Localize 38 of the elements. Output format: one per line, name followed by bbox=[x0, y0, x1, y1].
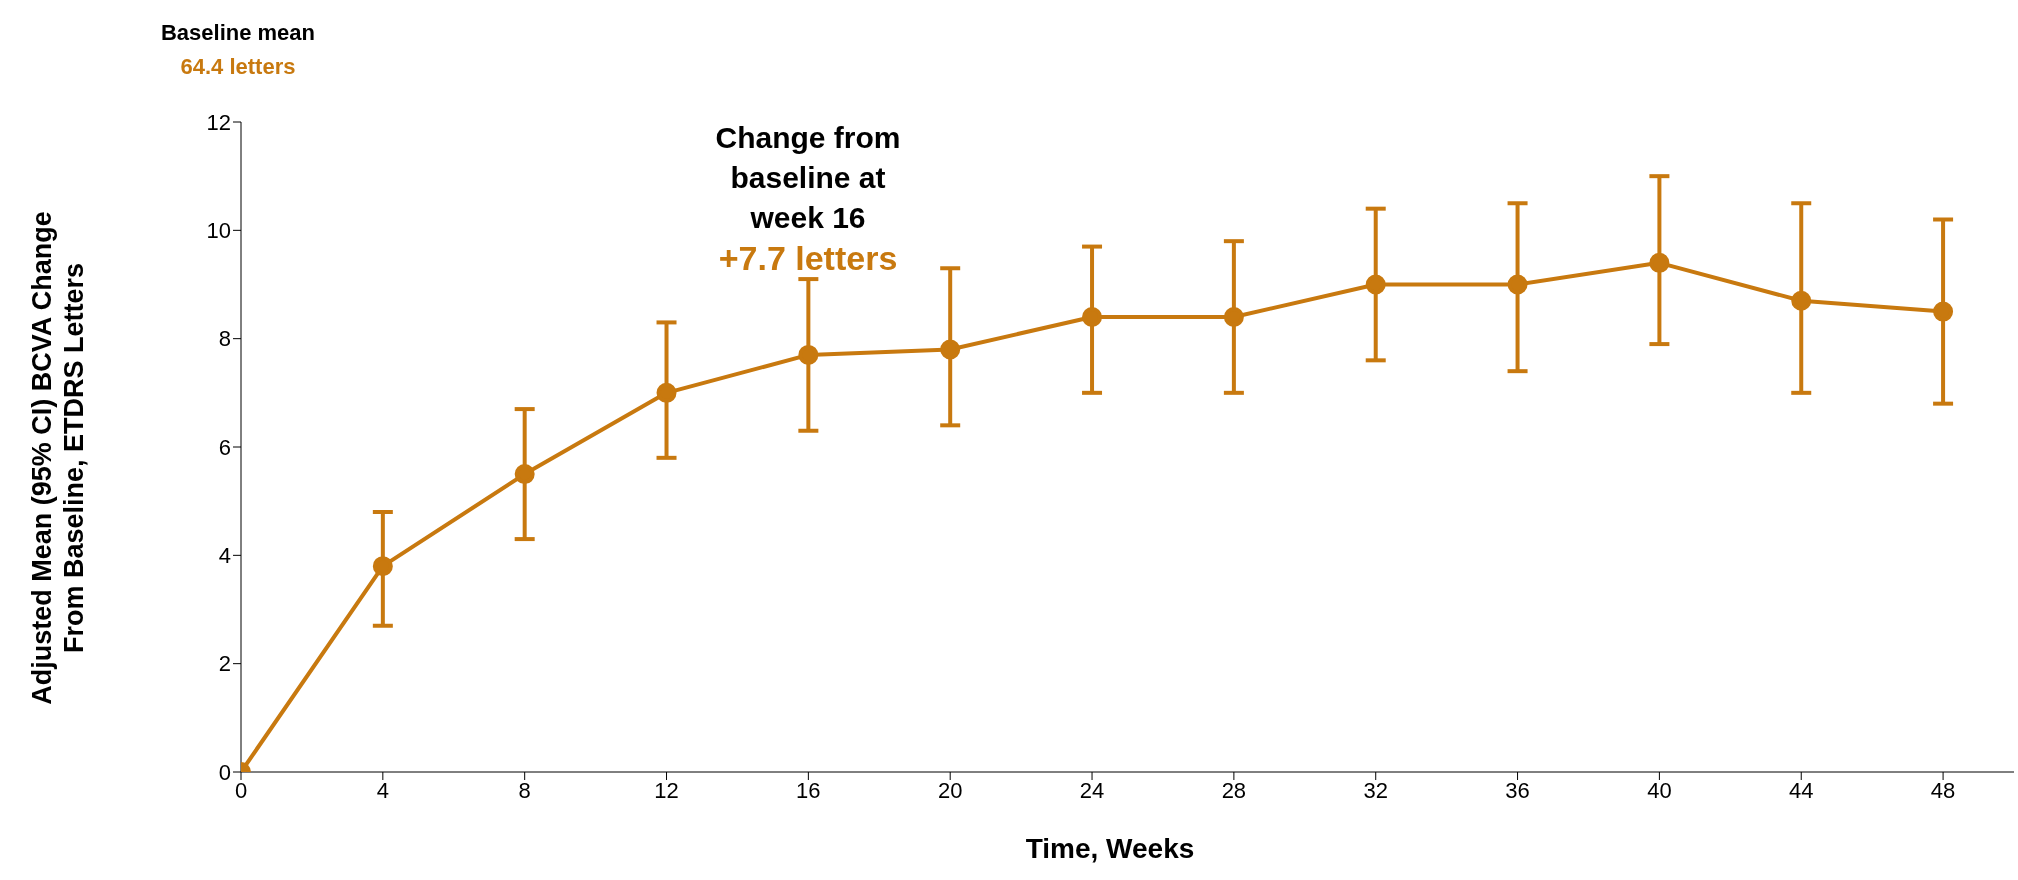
x-tick-label: 24 bbox=[1079, 777, 1105, 803]
x-tick-label: 44 bbox=[1789, 777, 1814, 803]
y-tick-label: 0 bbox=[218, 759, 231, 785]
y-axis-title: Adjusted Mean (95% CI) BCVA Change From Baseline, ETDRS Letters bbox=[26, 210, 90, 707]
y-tick-label: 10 bbox=[206, 218, 231, 244]
y-tick-label: 8 bbox=[218, 326, 231, 352]
annotation: +7.7 letters bbox=[717, 238, 899, 278]
annotation: Change from baseline at week 16 bbox=[714, 120, 902, 236]
x-tick-label: 36 bbox=[1505, 777, 1530, 803]
point bbox=[1223, 307, 1244, 327]
x-tick-label: 28 bbox=[1221, 777, 1247, 803]
point bbox=[798, 344, 819, 365]
y-tick-label: 2 bbox=[218, 651, 231, 677]
point bbox=[1082, 307, 1103, 327]
point bbox=[656, 382, 677, 403]
x-tick-label: 40 bbox=[1647, 777, 1672, 803]
y-tick-label: 12 bbox=[206, 109, 231, 135]
y-tick-label: 4 bbox=[218, 543, 231, 569]
point bbox=[514, 464, 535, 485]
point bbox=[1791, 290, 1812, 311]
text: 64.4 letters bbox=[179, 53, 297, 81]
x-tick-label: 20 bbox=[937, 777, 963, 803]
x-tick-label: 12 bbox=[654, 777, 679, 803]
point bbox=[372, 556, 393, 577]
x-tick-label: 8 bbox=[518, 777, 531, 803]
y-tick-label: 6 bbox=[218, 434, 231, 460]
point bbox=[1933, 301, 1954, 322]
x-tick-label: 16 bbox=[796, 777, 821, 803]
x-tick-label: 4 bbox=[376, 777, 389, 803]
text: Baseline mean bbox=[159, 19, 317, 47]
point bbox=[940, 339, 961, 360]
x-tick-label: 48 bbox=[1930, 777, 1956, 803]
x-tick-label: 32 bbox=[1363, 777, 1388, 803]
x-tick-label: 0 bbox=[234, 777, 248, 803]
point bbox=[1365, 274, 1386, 295]
x-axis-title: Time, Weeks bbox=[1024, 833, 1196, 865]
point bbox=[1507, 274, 1528, 295]
point bbox=[1649, 252, 1670, 273]
